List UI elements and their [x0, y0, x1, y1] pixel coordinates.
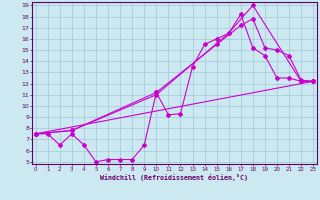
X-axis label: Windchill (Refroidissement éolien,°C): Windchill (Refroidissement éolien,°C): [100, 174, 248, 181]
